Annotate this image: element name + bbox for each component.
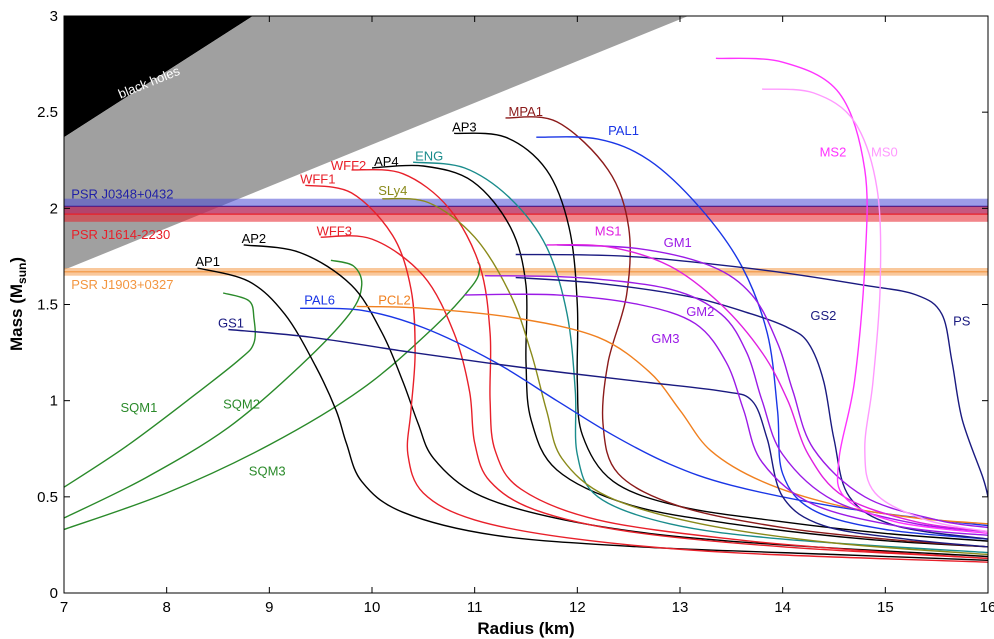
curve-label-pcl2: PCL2 <box>378 293 411 308</box>
series-wff3 <box>320 235 988 560</box>
curve-label-pal1: PAL1 <box>608 123 639 138</box>
series-ap2 <box>243 244 988 558</box>
curve-label-gs1: GS1 <box>218 316 244 331</box>
series-eng <box>413 161 988 554</box>
y-tick-label: 0.5 <box>37 489 58 506</box>
x-tick-label: 14 <box>774 599 791 616</box>
x-tick-label: 15 <box>877 599 894 616</box>
y-tick-label: 2 <box>50 200 58 217</box>
series-gs1 <box>228 328 988 548</box>
curve-label-sqm1: SQM1 <box>121 400 158 415</box>
series-sly4 <box>382 197 988 556</box>
curve-label-ap3: AP3 <box>452 119 477 134</box>
series-ms1 <box>546 243 988 533</box>
y-axis-title-sub: sun <box>15 263 29 284</box>
x-tick-label: 16 <box>980 599 994 616</box>
curve-label-mpa1: MPA1 <box>509 104 543 119</box>
series-sqm3 <box>64 261 481 531</box>
curve-label-ap4: AP4 <box>374 154 399 169</box>
curve-label-ap1: AP1 <box>195 254 220 269</box>
x-tick-label: 9 <box>265 599 273 616</box>
curve-label-pal6: PAL6 <box>304 293 335 308</box>
curve-label-ap2: AP2 <box>242 231 267 246</box>
curve-label-gm3: GM3 <box>651 331 679 346</box>
series-sqm1 <box>64 292 256 488</box>
y-tick-label: 0 <box>50 585 58 602</box>
band-label-psr-j1614-2230: PSR J1614-2230 <box>71 227 170 242</box>
curve-label-gm2: GM2 <box>686 304 714 319</box>
curve-label-sqm2: SQM2 <box>223 396 260 411</box>
series-ap4 <box>371 164 988 548</box>
y-tick-label: 2.5 <box>37 104 58 121</box>
series-gm2 <box>484 275 988 533</box>
x-tick-label: 12 <box>569 599 586 616</box>
y-axis-title-main: Mass (M <box>7 284 26 351</box>
x-tick-label: 10 <box>364 599 381 616</box>
x-tick-label: 8 <box>162 599 170 616</box>
series-wff1 <box>305 184 988 563</box>
series-ms2 <box>715 57 988 535</box>
series-gm3 <box>464 293 988 536</box>
curve-label-wff2: WFF2 <box>331 158 366 173</box>
curve-label-eng: ENG <box>415 148 443 163</box>
x-axis-title: Radius (km) <box>477 619 574 638</box>
series-gm1 <box>556 244 988 529</box>
x-tick-label: 7 <box>60 599 68 616</box>
y-tick-label: 1.5 <box>37 297 58 314</box>
curve-label-ms0: MS0 <box>871 144 898 159</box>
curve-label-sly4: SLy4 <box>378 183 407 198</box>
ticks-layer: 7 8 9 10 11 12 13 14 15 16 0 0.5 1 1.5 2 2.5 3 <box>37 8 994 616</box>
series-ps <box>515 253 988 497</box>
series-mpa1 <box>505 116 988 548</box>
x-tick-label: 11 <box>467 599 483 616</box>
curve-label-ps: PS <box>953 314 971 329</box>
curve-label-wff3: WFF3 <box>317 223 352 238</box>
series-ms0 <box>762 88 988 533</box>
curve-label-ms2: MS2 <box>820 144 847 159</box>
y-axis-title: Mass (Msun) <box>7 257 29 351</box>
curve-label-ms1: MS1 <box>595 223 622 238</box>
y-tick-label: 1 <box>50 393 58 410</box>
series-wff2 <box>351 168 988 560</box>
series-ap1 <box>197 267 988 561</box>
series-pal1 <box>536 136 988 540</box>
y-tick-label: 3 <box>50 8 58 25</box>
curve-label-gm1: GM1 <box>664 235 692 250</box>
band-label-psr-j1903-0327: PSR J1903+0327 <box>71 277 173 292</box>
curve-label-gs2: GS2 <box>810 308 836 323</box>
series-layer <box>64 57 988 563</box>
band-label-psr-j0348-0432: PSR J0348+0432 <box>71 187 173 202</box>
x-tick-label: 13 <box>672 599 689 616</box>
curve-label-wff1: WFF1 <box>300 171 335 186</box>
curve-label-sqm3: SQM3 <box>249 464 286 479</box>
y-axis-title-close: ) <box>7 257 26 263</box>
